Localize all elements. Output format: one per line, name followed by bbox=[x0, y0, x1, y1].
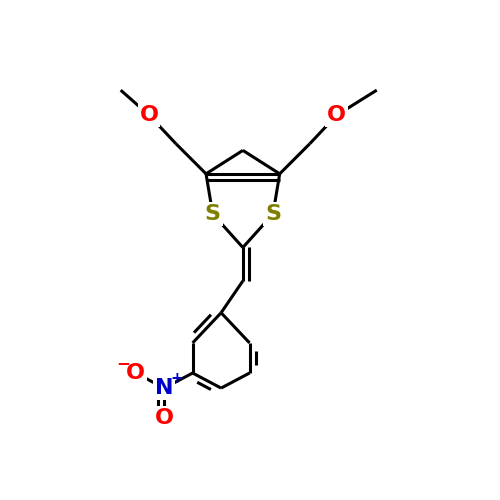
Text: O: O bbox=[140, 105, 158, 125]
Text: S: S bbox=[265, 204, 281, 224]
Text: +: + bbox=[170, 370, 183, 386]
Text: O: O bbox=[126, 363, 145, 383]
Text: O: O bbox=[154, 408, 174, 428]
Text: N: N bbox=[155, 378, 174, 398]
Text: −: − bbox=[116, 354, 130, 372]
Text: S: S bbox=[204, 204, 220, 224]
Text: O: O bbox=[327, 105, 346, 125]
